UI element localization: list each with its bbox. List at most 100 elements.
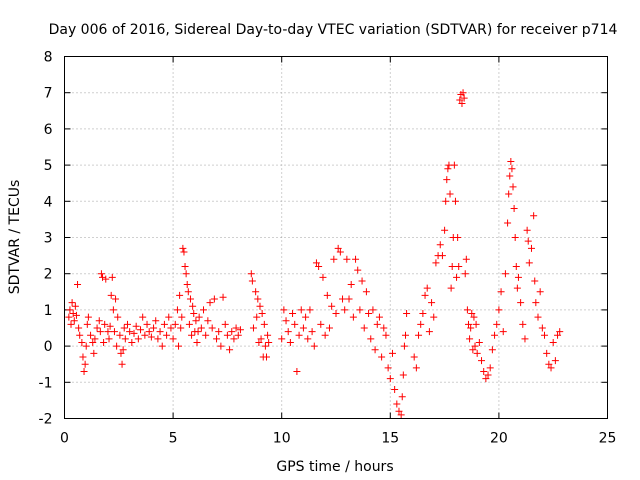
data-point xyxy=(79,353,87,361)
data-point xyxy=(415,331,423,339)
data-point xyxy=(399,371,407,379)
y-tick-label: -2 xyxy=(39,412,53,428)
data-point xyxy=(255,338,263,346)
data-point xyxy=(81,360,89,368)
data-point xyxy=(171,320,179,328)
data-point xyxy=(258,310,266,318)
data-point xyxy=(118,360,126,368)
data-point xyxy=(468,310,476,318)
data-point xyxy=(360,324,368,332)
data-point xyxy=(423,284,431,292)
data-point xyxy=(471,342,479,350)
data-point xyxy=(373,320,381,328)
data-point xyxy=(119,346,127,354)
data-point xyxy=(330,255,338,263)
data-point xyxy=(169,335,177,343)
data-point xyxy=(145,328,153,336)
y-tick-label: 6 xyxy=(44,122,53,138)
data-point xyxy=(463,306,471,314)
data-point xyxy=(501,270,509,278)
data-point xyxy=(80,367,88,375)
y-tick-label: 3 xyxy=(44,231,53,247)
x-tick-label: 25 xyxy=(599,431,617,447)
data-point xyxy=(230,335,238,343)
data-point xyxy=(556,328,564,336)
data-point xyxy=(441,226,449,234)
data-point xyxy=(253,313,261,321)
data-point xyxy=(248,277,256,285)
x-tick-label: 15 xyxy=(381,431,399,447)
data-point xyxy=(71,302,79,310)
data-point xyxy=(547,364,555,372)
data-point xyxy=(499,328,507,336)
data-point xyxy=(504,219,512,227)
data-point xyxy=(521,335,529,343)
data-point xyxy=(141,331,149,339)
data-point xyxy=(511,234,519,241)
data-point xyxy=(254,295,262,303)
data-point xyxy=(380,324,388,332)
data-point xyxy=(421,291,429,299)
data-point xyxy=(302,313,310,321)
data-point xyxy=(72,311,80,319)
data-point xyxy=(69,310,77,318)
data-point xyxy=(493,320,501,328)
data-point xyxy=(332,310,340,318)
data-point xyxy=(317,320,325,328)
data-point xyxy=(101,320,109,328)
data-point xyxy=(443,176,451,184)
data-point xyxy=(448,262,456,270)
data-point xyxy=(530,212,538,220)
data-point xyxy=(194,328,202,336)
data-point xyxy=(472,320,480,328)
data-point xyxy=(249,324,257,332)
data-point xyxy=(352,255,360,263)
data-point xyxy=(447,284,455,292)
data-point xyxy=(67,320,75,328)
data-point xyxy=(506,172,514,180)
data-point xyxy=(325,324,333,332)
data-point xyxy=(400,342,408,350)
data-point xyxy=(128,338,136,346)
data-point xyxy=(482,375,490,383)
data-point xyxy=(388,349,396,357)
data-point xyxy=(319,273,327,281)
data-point xyxy=(126,328,134,336)
data-point xyxy=(397,411,405,419)
data-point xyxy=(293,367,301,375)
data-point xyxy=(182,270,190,278)
data-point xyxy=(97,270,105,278)
data-point xyxy=(280,306,288,314)
data-point xyxy=(453,273,461,281)
data-point xyxy=(265,338,273,346)
tick-labels: 0 5 10 15 20 25 -2 -1 0 1 2 3 4 5 6 7 8 xyxy=(39,50,617,447)
data-point xyxy=(464,320,472,328)
data-point xyxy=(315,262,323,270)
data-point xyxy=(354,266,362,274)
data-point xyxy=(78,338,86,346)
data-point xyxy=(114,313,122,321)
data-point xyxy=(181,262,189,270)
data-point xyxy=(378,353,386,361)
data-point xyxy=(195,313,203,321)
data-point xyxy=(438,252,446,260)
data-point xyxy=(428,299,436,307)
data-point xyxy=(369,306,377,314)
data-point xyxy=(193,338,201,346)
data-point xyxy=(87,331,95,339)
data-point xyxy=(514,273,522,281)
data-point xyxy=(232,324,240,332)
data-points xyxy=(65,89,564,419)
data-point xyxy=(116,331,124,339)
data-point xyxy=(175,342,183,350)
axis-ticks xyxy=(64,56,608,419)
data-point xyxy=(491,331,499,339)
data-point xyxy=(213,335,221,343)
data-point xyxy=(334,244,342,252)
data-point xyxy=(173,306,181,314)
data-point xyxy=(178,313,186,321)
data-point xyxy=(371,346,379,354)
data-point xyxy=(70,317,78,325)
data-point xyxy=(137,326,145,334)
data-point xyxy=(341,306,349,314)
